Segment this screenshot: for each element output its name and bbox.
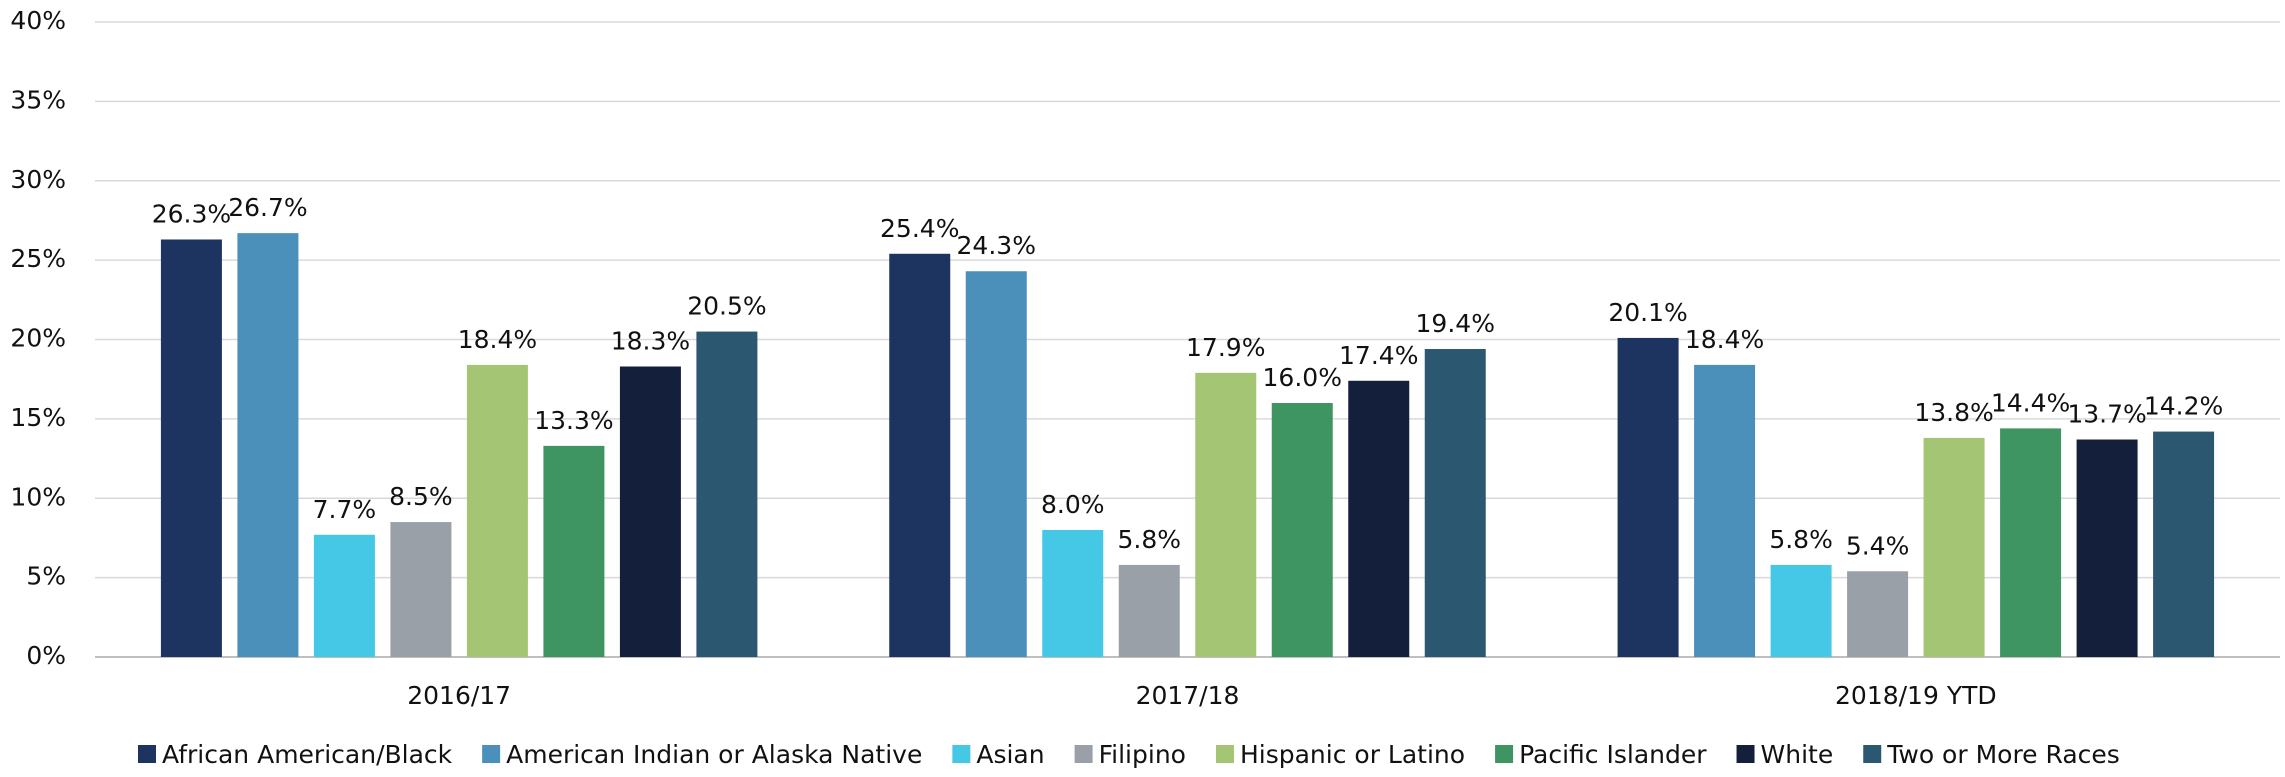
data-label: 13.7% — [2067, 400, 2146, 429]
bar — [1694, 364, 1756, 657]
bar — [1118, 564, 1180, 657]
x-tick-label: 2016/17 — [407, 681, 511, 710]
bar — [1348, 380, 1410, 657]
legend-swatch — [1863, 745, 1882, 763]
x-tick-label: 2018/19 YTD — [1835, 681, 1997, 710]
bar — [390, 522, 452, 657]
data-label: 7.7% — [313, 495, 377, 524]
legend-label: African American/Black — [162, 740, 453, 769]
legend-swatch — [952, 745, 971, 763]
data-label: 5.8% — [1769, 525, 1833, 554]
y-tick-label: 15% — [10, 403, 66, 432]
data-label: 13.3% — [534, 406, 613, 435]
data-label: 14.2% — [2144, 392, 2223, 421]
bar — [1424, 349, 1486, 657]
bar — [1770, 564, 1832, 657]
y-tick-label: 40% — [10, 6, 66, 35]
bar — [889, 253, 951, 657]
bar — [543, 445, 605, 657]
data-label: 26.7% — [228, 193, 307, 222]
bar — [1195, 372, 1257, 657]
y-tick-label: 20% — [10, 324, 66, 353]
bar — [1271, 403, 1333, 657]
data-label: 24.3% — [957, 231, 1036, 260]
legend-swatch — [1074, 745, 1093, 763]
data-label: 18.4% — [1685, 325, 1764, 354]
bar — [1847, 571, 1909, 657]
data-label: 19.4% — [1416, 309, 1495, 338]
legend-label: American Indian or Alaska Native — [506, 740, 922, 769]
bar — [237, 233, 299, 657]
data-label: 14.4% — [1991, 388, 2070, 417]
legend-label: Asian — [976, 740, 1044, 769]
bar — [965, 271, 1027, 657]
data-label: 25.4% — [880, 214, 959, 243]
legend-label: Hispanic or Latino — [1240, 740, 1465, 769]
y-tick-label: 5% — [26, 562, 66, 591]
legend-swatch — [138, 745, 156, 763]
legend-label: Filipino — [1099, 740, 1186, 769]
bar — [2000, 428, 2062, 657]
y-tick-label: 0% — [26, 641, 66, 670]
data-label: 5.8% — [1117, 525, 1181, 554]
bar — [1042, 530, 1104, 657]
bar — [466, 364, 528, 657]
data-label: 8.0% — [1041, 490, 1105, 519]
legend-label: Two or More Races — [1886, 740, 2120, 769]
data-label: 18.4% — [458, 325, 537, 354]
data-label: 5.4% — [1846, 531, 1910, 560]
data-label: 13.8% — [1914, 398, 1993, 427]
bar — [313, 534, 375, 657]
data-label: 20.5% — [687, 292, 766, 321]
data-label: 18.3% — [611, 326, 690, 355]
legend-swatch — [1495, 745, 1514, 763]
data-label: 26.3% — [152, 199, 231, 228]
legend-label: Pacific Islander — [1519, 740, 1707, 769]
bar — [160, 239, 222, 658]
legend-label: White — [1761, 740, 1834, 769]
data-label: 8.5% — [389, 482, 453, 511]
y-tick-label: 30% — [10, 165, 66, 194]
bar — [619, 366, 681, 657]
legend-swatch — [1736, 745, 1755, 763]
data-label: 20.1% — [1608, 298, 1687, 327]
data-label: 17.4% — [1339, 341, 1418, 370]
data-label: 16.0% — [1263, 363, 1342, 392]
y-tick-label: 10% — [10, 482, 66, 511]
bar — [2153, 431, 2215, 657]
bar — [696, 331, 758, 657]
legend-swatch — [482, 745, 501, 763]
x-tick-label: 2017/18 — [1136, 681, 1240, 710]
data-label: 17.9% — [1186, 333, 1265, 362]
y-tick-label: 25% — [10, 244, 66, 273]
bar — [1617, 337, 1679, 657]
y-tick-label: 35% — [10, 85, 66, 114]
bar — [1923, 437, 1985, 657]
bar — [2076, 439, 2138, 657]
legend-swatch — [1215, 745, 1234, 763]
